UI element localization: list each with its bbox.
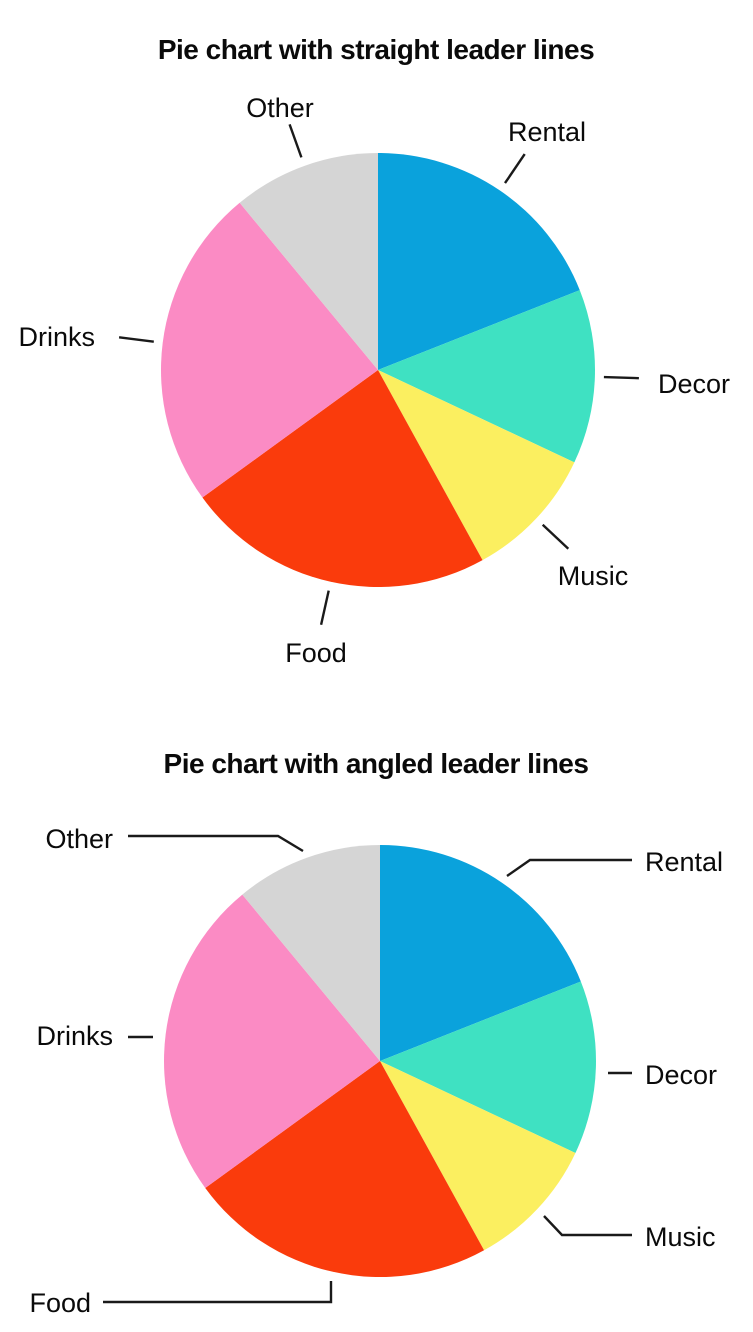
slice-label-decor: Decor [658,369,730,399]
slice-label-music: Music [558,561,629,591]
pie-slice-other [239,153,378,370]
slice-label-music: Music [645,1222,716,1252]
pie-slice-decor [378,290,595,463]
slice-label-other: Other [45,824,113,854]
leader-line-drinks [118,336,154,343]
pie-slice-drinks [160,202,378,498]
chart-title-straight-leaders: Pie chart with straight leader lines [158,34,594,65]
pie-chart-straight-leaders: Rental Decor Music Food Drinks Other [18,93,730,668]
slice-label-decor: Decor [645,1060,717,1090]
slice-label-drinks: Drinks [18,322,95,352]
leader-line-music [543,1215,632,1237]
pie-slice-music [378,370,575,561]
slice-label-other: Other [246,93,314,123]
pie-slice-rental [378,153,580,370]
leader-line-rental [504,153,526,184]
slice-label-drinks: Drinks [36,1021,113,1051]
leader-line-food [319,590,330,625]
leader-line-food [103,1281,333,1304]
leader-line-rental [506,858,632,877]
slice-label-food: Food [285,638,347,668]
leader-line-other [288,123,303,158]
slice-label-rental: Rental [645,847,723,877]
slice-label-food: Food [29,1288,91,1318]
pie-slice-food [202,370,483,588]
chart-title-angled-leaders: Pie chart with angled leader lines [164,748,589,779]
pie-slice-drinks [164,894,380,1188]
leader-line-music [541,523,570,550]
slice-label-rental: Rental [508,117,586,147]
pie-slice-other [242,845,380,1061]
pie-chart-angled-leaders: Rental Decor Music Food Drinks Other [29,824,723,1318]
pie-slice-food [205,1061,485,1277]
leader-line-other [128,834,304,853]
leader-line-decor [603,375,639,380]
pie-slice-rental [380,845,581,1061]
pie-slice-decor [380,981,596,1153]
pie-slice-music [380,1061,576,1251]
